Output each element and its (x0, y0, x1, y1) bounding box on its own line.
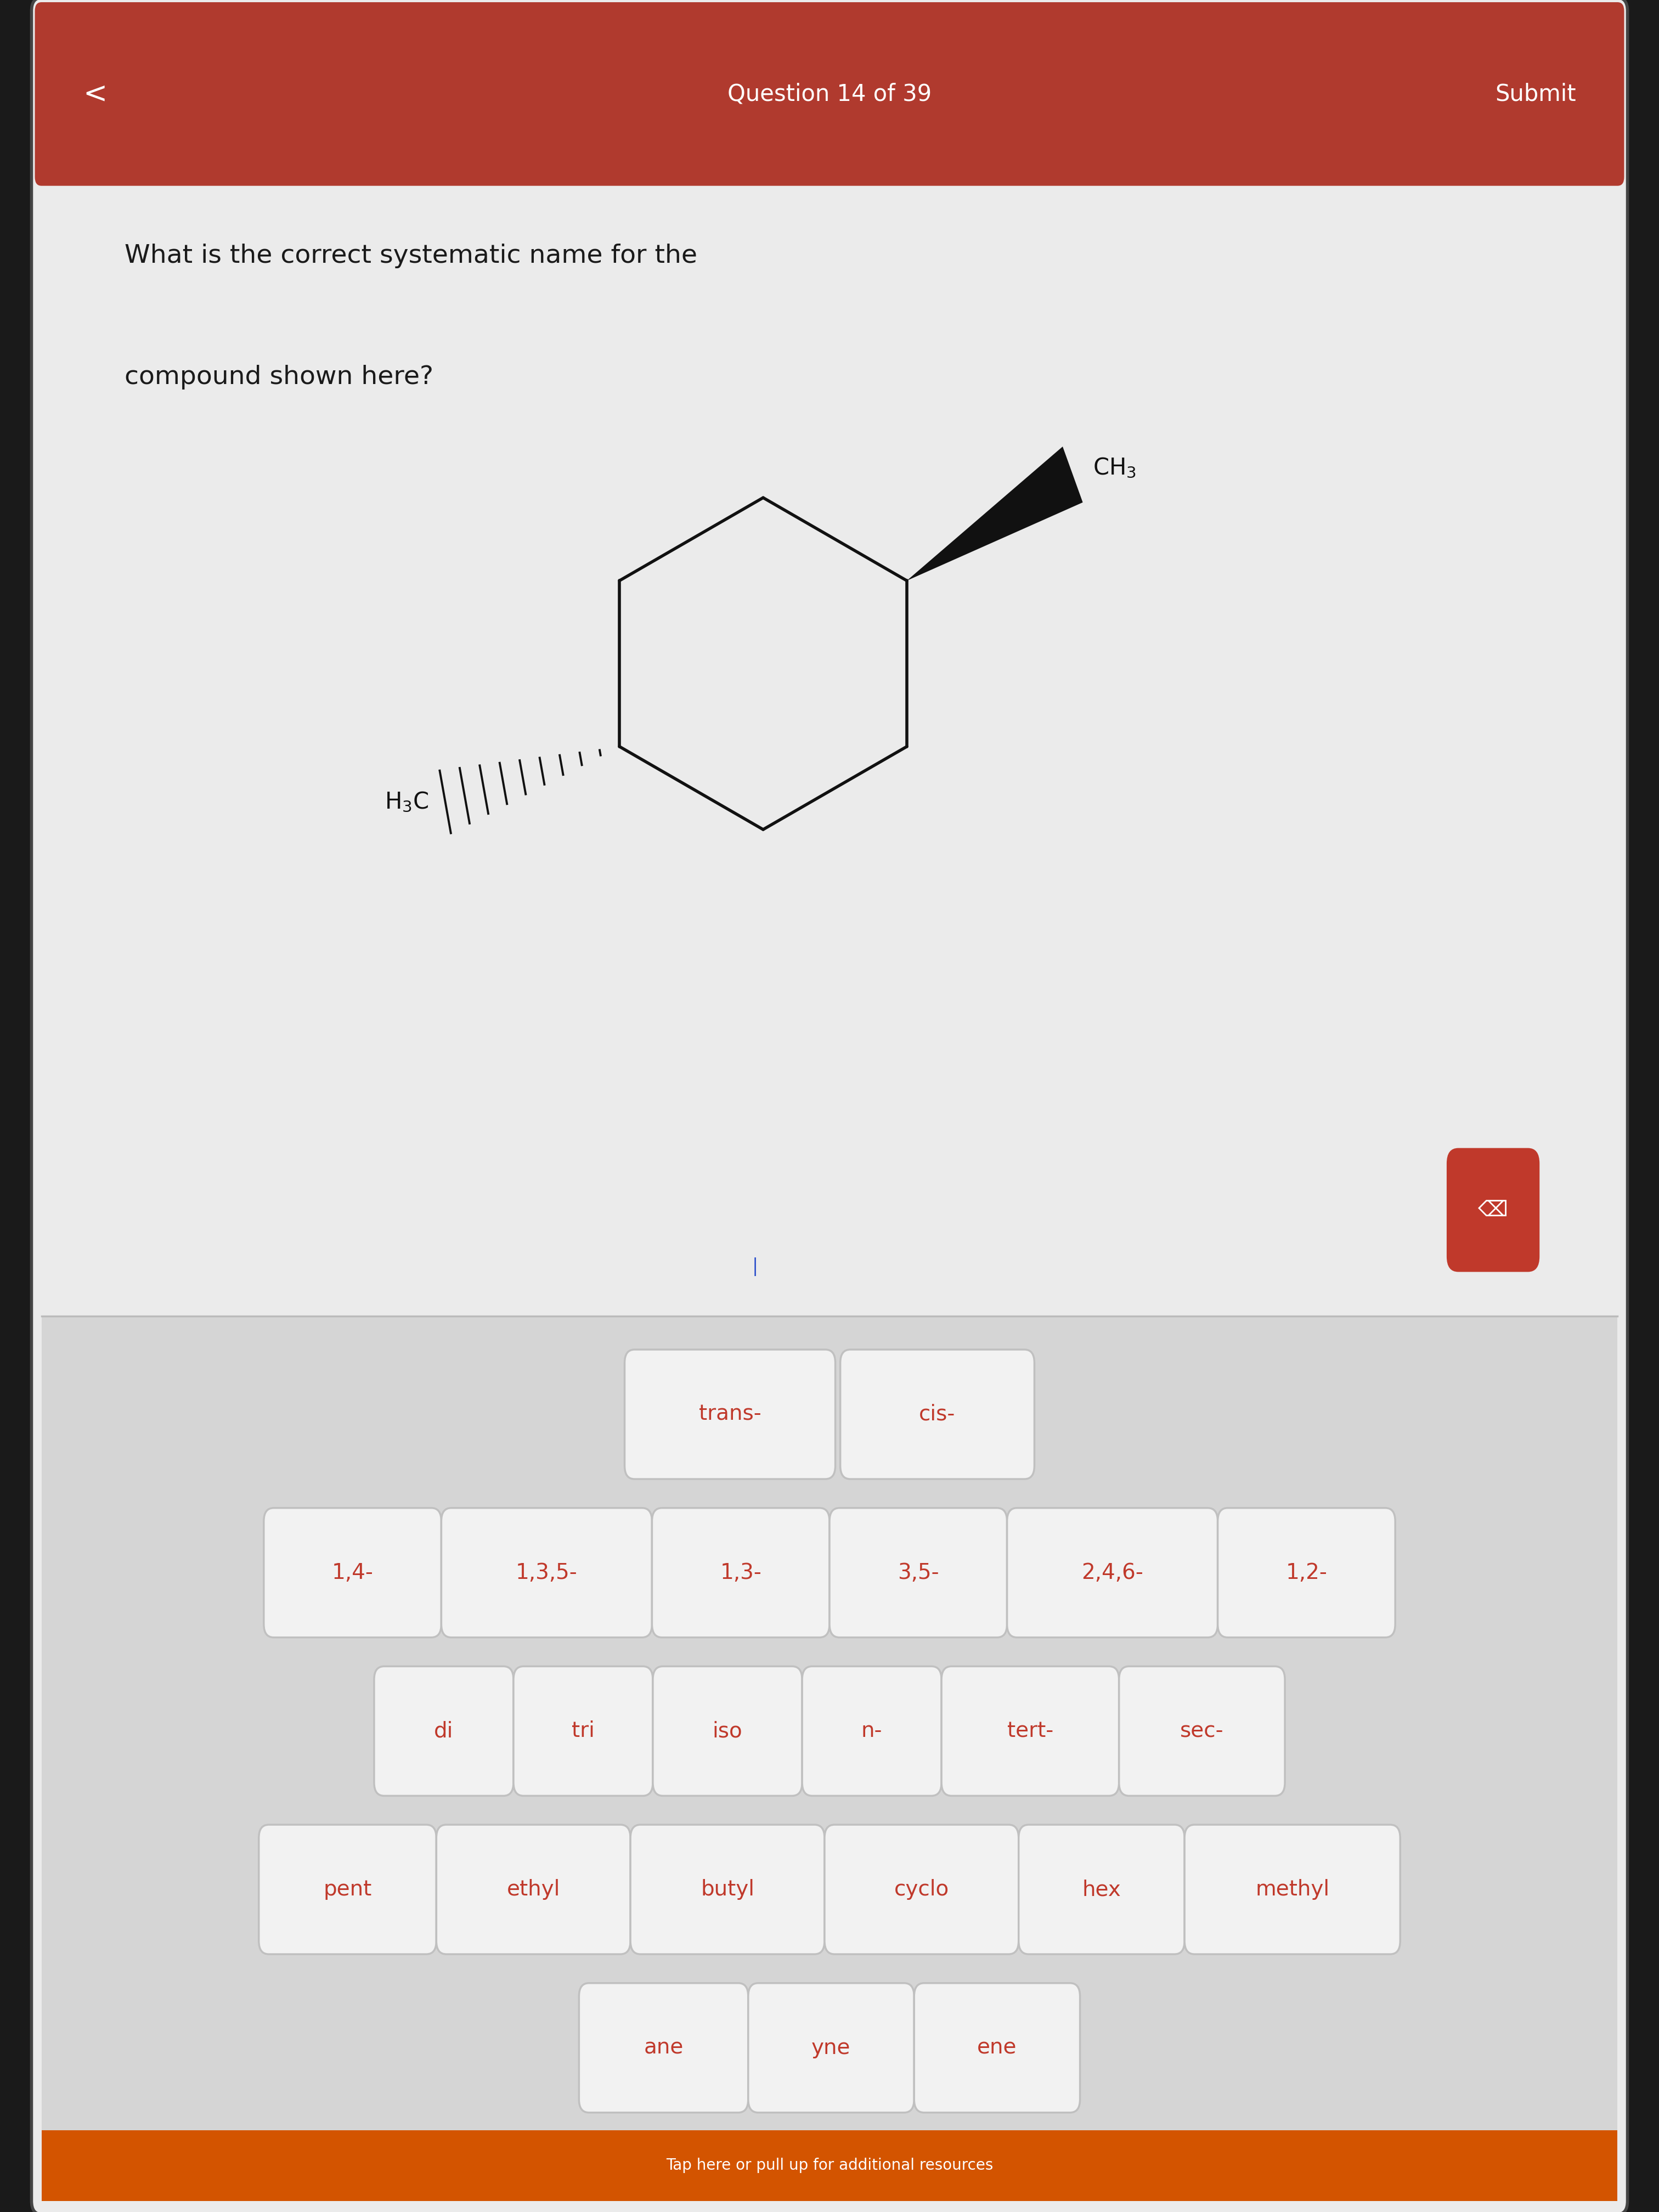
Bar (41, 102, 1618, 177)
Text: ane: ane (644, 2037, 684, 2057)
Text: iso: iso (712, 1721, 743, 1741)
Text: tri: tri (572, 1721, 594, 1741)
Bar (41, 1316, 1618, 2130)
FancyBboxPatch shape (652, 1666, 801, 1796)
FancyBboxPatch shape (514, 1666, 652, 1796)
FancyBboxPatch shape (1185, 1825, 1400, 1953)
Text: ethyl: ethyl (506, 1878, 561, 1900)
Text: <: < (83, 80, 108, 108)
Text: tert-: tert- (1007, 1721, 1053, 1741)
FancyBboxPatch shape (264, 1509, 441, 1637)
Polygon shape (907, 447, 1083, 582)
FancyBboxPatch shape (32, 0, 1627, 2212)
FancyBboxPatch shape (914, 1984, 1080, 2112)
Text: di: di (435, 1721, 453, 1741)
Bar (41, 177, 1618, 1316)
Text: Tap here or pull up for additional resources: Tap here or pull up for additional resou… (665, 2159, 994, 2172)
Text: What is the correct systematic name for the: What is the correct systematic name for … (124, 243, 697, 268)
Text: cyclo: cyclo (894, 1878, 949, 1900)
FancyBboxPatch shape (803, 1666, 942, 1796)
FancyBboxPatch shape (1447, 1148, 1540, 1272)
FancyBboxPatch shape (436, 1825, 630, 1953)
Text: ⌫: ⌫ (1478, 1199, 1508, 1221)
Text: 2,4,6-: 2,4,6- (1082, 1562, 1143, 1584)
FancyBboxPatch shape (830, 1509, 1007, 1637)
FancyBboxPatch shape (259, 1825, 436, 1953)
Text: 3,5-: 3,5- (898, 1562, 939, 1584)
Text: butyl: butyl (700, 1878, 755, 1900)
Text: methyl: methyl (1256, 1878, 1329, 1900)
FancyBboxPatch shape (1007, 1509, 1218, 1637)
Bar (41, 2130, 1618, 2201)
Text: 1,2-: 1,2- (1286, 1562, 1327, 1584)
FancyBboxPatch shape (35, 2, 1624, 186)
Text: Submit: Submit (1495, 82, 1576, 106)
FancyBboxPatch shape (630, 1825, 825, 1953)
FancyBboxPatch shape (1019, 1825, 1185, 1953)
Text: ene: ene (977, 2037, 1017, 2057)
Text: trans-: trans- (698, 1405, 761, 1425)
FancyBboxPatch shape (652, 1509, 830, 1637)
Text: cis-: cis- (919, 1405, 956, 1425)
FancyBboxPatch shape (624, 1349, 836, 1480)
FancyBboxPatch shape (375, 1666, 514, 1796)
Text: 1,4-: 1,4- (332, 1562, 373, 1584)
Text: CH$_3$: CH$_3$ (1093, 456, 1136, 480)
Text: yne: yne (811, 2037, 851, 2057)
Text: compound shown here?: compound shown here? (124, 365, 433, 389)
Text: Question 14 of 39: Question 14 of 39 (727, 82, 932, 106)
Text: |: | (752, 1259, 758, 1276)
Text: hex: hex (1082, 1878, 1121, 1900)
FancyBboxPatch shape (1218, 1509, 1395, 1637)
FancyBboxPatch shape (1118, 1666, 1284, 1796)
FancyBboxPatch shape (579, 1984, 748, 2112)
FancyBboxPatch shape (839, 1349, 1035, 1480)
Text: pent: pent (324, 1878, 372, 1900)
FancyBboxPatch shape (825, 1825, 1019, 1953)
FancyBboxPatch shape (441, 1509, 652, 1637)
Text: 1,3,5-: 1,3,5- (516, 1562, 577, 1584)
Text: 1,3-: 1,3- (720, 1562, 761, 1584)
Text: n-: n- (861, 1721, 883, 1741)
FancyBboxPatch shape (748, 1984, 914, 2112)
FancyBboxPatch shape (941, 1666, 1118, 1796)
Text: H$_3$C: H$_3$C (385, 790, 428, 814)
Text: sec-: sec- (1180, 1721, 1224, 1741)
